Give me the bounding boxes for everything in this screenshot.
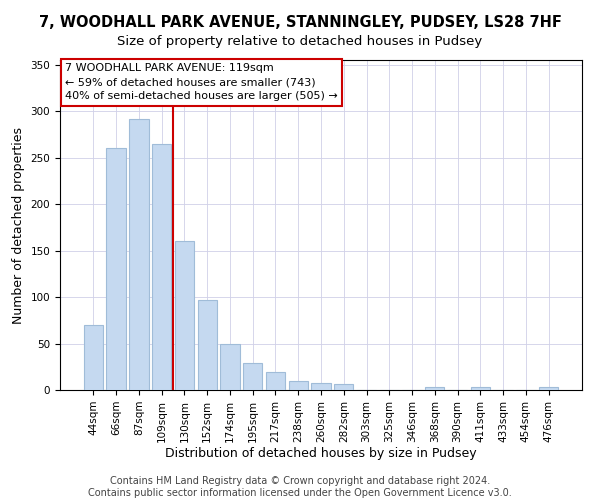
Bar [266, 372, 285, 390]
Bar [289, 380, 308, 390]
Bar [152, 144, 172, 390]
Bar [243, 363, 262, 390]
Text: Contains HM Land Registry data © Crown copyright and database right 2024.
Contai: Contains HM Land Registry data © Crown c… [88, 476, 512, 498]
Bar [106, 148, 126, 390]
X-axis label: Distribution of detached houses by size in Pudsey: Distribution of detached houses by size … [165, 448, 477, 460]
Bar [220, 344, 239, 390]
Bar [470, 387, 490, 390]
Y-axis label: Number of detached properties: Number of detached properties [12, 126, 25, 324]
Bar [539, 387, 558, 390]
Bar [129, 118, 149, 390]
Bar [175, 242, 194, 390]
Text: 7 WOODHALL PARK AVENUE: 119sqm
← 59% of detached houses are smaller (743)
40% of: 7 WOODHALL PARK AVENUE: 119sqm ← 59% of … [65, 64, 338, 102]
Bar [311, 384, 331, 390]
Text: 7, WOODHALL PARK AVENUE, STANNINGLEY, PUDSEY, LS28 7HF: 7, WOODHALL PARK AVENUE, STANNINGLEY, PU… [38, 15, 562, 30]
Bar [197, 300, 217, 390]
Bar [334, 384, 353, 390]
Bar [425, 387, 445, 390]
Text: Size of property relative to detached houses in Pudsey: Size of property relative to detached ho… [118, 35, 482, 48]
Bar [84, 325, 103, 390]
